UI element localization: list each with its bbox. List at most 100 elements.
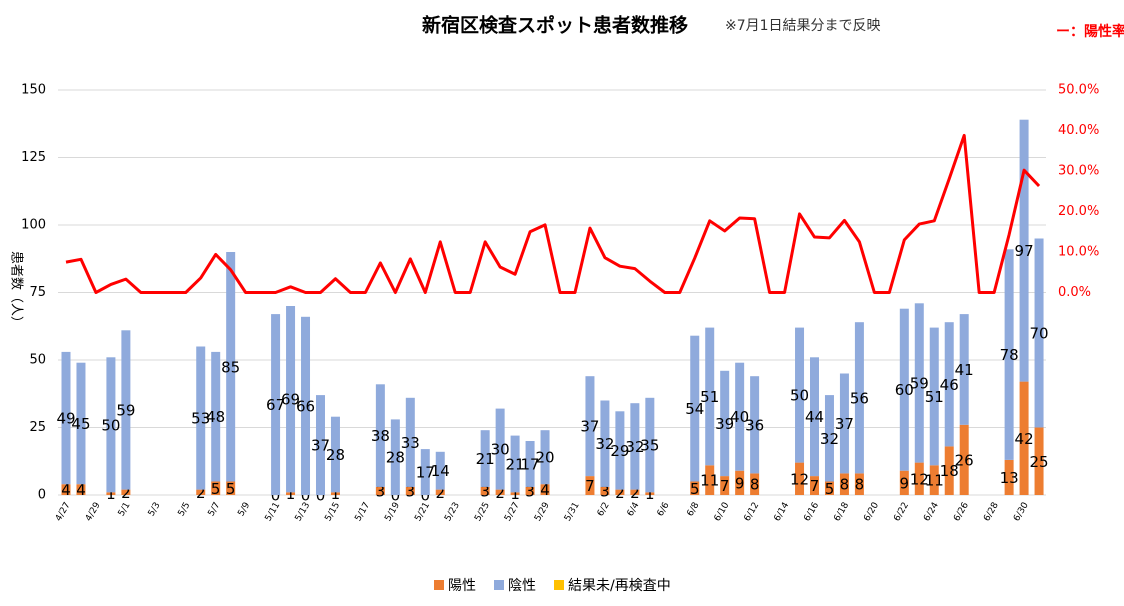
bar — [720, 476, 730, 495]
bar-value-label: 26 — [955, 451, 974, 469]
bar-value-label: 3 — [406, 482, 416, 500]
bar-value-label: 25 — [1030, 453, 1049, 471]
bar — [196, 346, 206, 490]
bar-value-label: 37 — [835, 415, 854, 433]
y2-tick-label: 0.0% — [1058, 285, 1091, 300]
bar — [959, 424, 969, 495]
bar — [1034, 427, 1044, 495]
bar-value-label: 2 — [615, 484, 625, 502]
bar-value-label: 28 — [326, 446, 345, 464]
bar — [735, 362, 745, 471]
bar-value-label: 30 — [491, 441, 510, 459]
bar — [495, 489, 505, 495]
x-tick-label: 6/18 — [832, 501, 851, 524]
bar — [1034, 238, 1044, 428]
bar-value-label: 8 — [855, 476, 865, 494]
bar-value-label: 40 — [730, 408, 749, 426]
y2-tick-label: 20.0% — [1058, 204, 1099, 219]
bar-value-label: 4 — [540, 481, 550, 499]
x-tick-label: 6/2 — [596, 501, 612, 519]
bar-value-label: 18 — [940, 462, 959, 480]
bar — [929, 327, 939, 466]
bar-value-label: 1 — [645, 485, 655, 503]
bar — [645, 397, 655, 493]
bar — [286, 492, 296, 495]
bar-value-label: 13 — [1000, 469, 1019, 487]
bar-value-label: 50 — [101, 416, 120, 434]
chart-subtitle: ※7月1日結果分まで反映 — [725, 18, 881, 34]
bar — [795, 462, 805, 495]
bar — [600, 400, 610, 487]
bar-value-label: 28 — [386, 449, 405, 467]
bar — [390, 419, 400, 495]
bar-value-label: 0 — [421, 487, 431, 505]
bar — [615, 411, 625, 490]
bar-value-label: 8 — [840, 476, 850, 494]
x-tick-label: 5/27 — [503, 501, 522, 524]
bar — [330, 416, 340, 493]
bar-value-label: 69 — [281, 391, 300, 409]
bar-value-label: 12 — [910, 470, 929, 488]
bar — [854, 322, 864, 474]
bar — [929, 465, 939, 495]
y-tick-label: 150 — [21, 83, 46, 98]
bar-value-label: 48 — [206, 408, 225, 426]
bar-value-label: 5 — [226, 480, 236, 498]
bar-value-label: 36 — [745, 416, 764, 434]
bar-value-label: 20 — [535, 449, 554, 467]
bar-value-label: 35 — [640, 437, 659, 455]
bar — [720, 370, 730, 477]
y-tick-label: 75 — [29, 285, 46, 300]
bar — [1019, 119, 1029, 382]
x-tick-label: 6/12 — [743, 501, 762, 524]
x-tick-label: 6/16 — [802, 501, 821, 524]
x-tick-label: 5/29 — [533, 501, 552, 524]
x-tick-label: 6/4 — [626, 501, 642, 519]
bar — [854, 473, 864, 495]
bar — [585, 476, 595, 495]
y-tick-label: 125 — [21, 150, 46, 165]
bar-value-label: 38 — [371, 427, 390, 445]
x-tick-label: 5/31 — [563, 501, 582, 524]
y-tick-label: 0 — [38, 488, 46, 503]
bar — [944, 322, 954, 447]
bar-value-label: 5 — [690, 480, 700, 498]
bar-value-label: 1 — [510, 485, 520, 503]
x-tick-label: 4/29 — [84, 501, 103, 524]
bar — [1019, 381, 1029, 495]
bar — [375, 384, 385, 487]
bar — [540, 484, 550, 495]
bar — [600, 486, 610, 495]
bar — [914, 303, 924, 463]
x-tick-label: 6/14 — [773, 501, 792, 524]
bar-value-label: 32 — [820, 430, 839, 448]
bar-value-label: 17 — [521, 455, 540, 473]
bar-value-label: 50 — [790, 387, 809, 405]
bar-value-label: 67 — [266, 396, 285, 414]
x-tick-label: 5/5 — [177, 501, 193, 519]
chart-title: 新宿区検査スポット患者数推移 — [422, 14, 688, 37]
bar-value-label: 37 — [311, 437, 330, 455]
bar — [585, 376, 595, 477]
bar — [420, 449, 430, 495]
bar-value-label: 21 — [506, 455, 525, 473]
bar-value-label: 4 — [61, 481, 71, 499]
bar — [211, 351, 221, 482]
bar — [1004, 249, 1014, 460]
bar — [959, 314, 969, 425]
bar — [286, 306, 296, 493]
bar-value-label: 42 — [1015, 430, 1034, 448]
bar — [690, 481, 700, 495]
bar-value-label: 44 — [805, 408, 824, 426]
bar — [196, 489, 206, 495]
y2-tick-label: 30.0% — [1058, 164, 1099, 179]
bar — [271, 314, 281, 495]
y2-tick-label: 50.0% — [1058, 83, 1099, 98]
bar-value-label: 2 — [435, 484, 445, 502]
x-tick-label: 6/24 — [922, 501, 941, 524]
bar — [630, 489, 640, 495]
x-tick-label: 6/22 — [892, 501, 911, 524]
bar — [435, 489, 445, 495]
bar-value-label: 56 — [850, 389, 869, 407]
